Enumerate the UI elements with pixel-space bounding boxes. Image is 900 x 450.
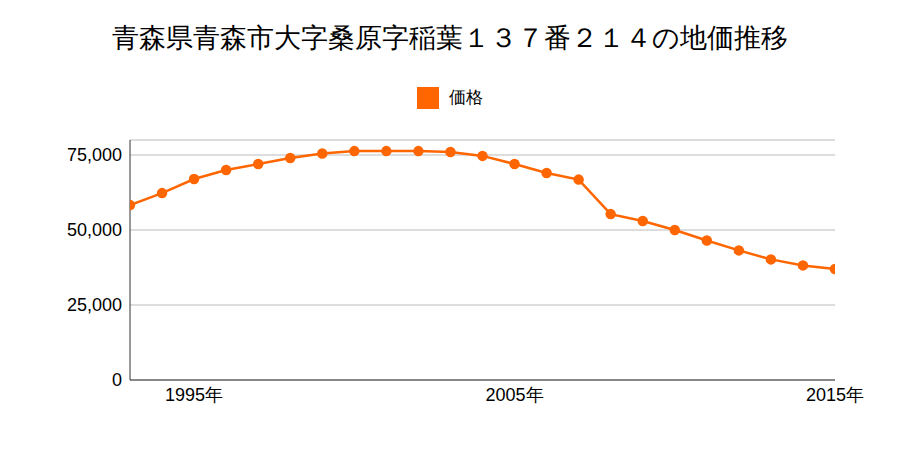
svg-text:50,000: 50,000 bbox=[67, 220, 122, 240]
html-text:青森県青森市大字桑原字稲葉１３７番２１４の地価推移: 青森県青森市大字桑原字稲葉１３７番２１４の地価推移 bbox=[112, 23, 788, 53]
svg-text:2005年: 2005年 bbox=[486, 385, 544, 405]
svg-text:75,000: 75,000 bbox=[67, 145, 122, 165]
html-text:価格: 価格 bbox=[449, 88, 483, 107]
svg-text:0: 0 bbox=[112, 370, 122, 390]
svg-text:2015年: 2015年 bbox=[806, 385, 864, 405]
svg-text:1995年: 1995年 bbox=[165, 385, 223, 405]
svg-text:25,000: 25,000 bbox=[67, 295, 122, 315]
